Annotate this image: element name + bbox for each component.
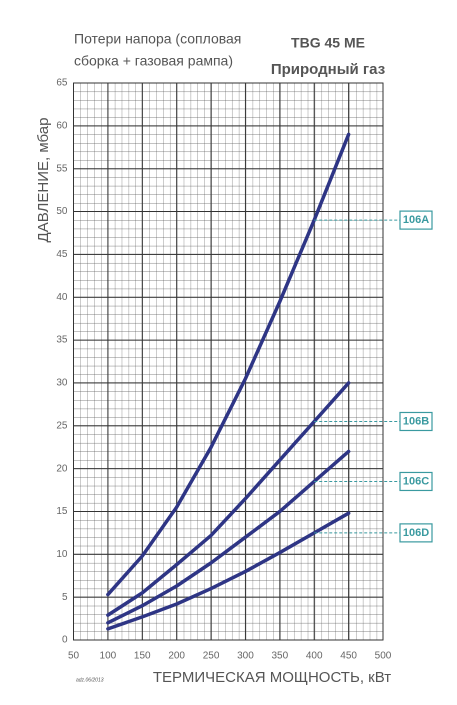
x-tick-label: 200	[168, 651, 185, 662]
subtitle: сборка + газовая рампа)	[74, 53, 233, 69]
y-tick-label: 15	[56, 506, 68, 517]
series-label: 106A	[403, 214, 429, 226]
x-tick-label: 100	[100, 651, 117, 662]
title: Природный газ	[271, 61, 385, 78]
x-tick-label: 50	[68, 651, 80, 662]
y-tick-label: 25	[56, 420, 68, 431]
x-tick-label: 500	[375, 651, 392, 662]
x-tick-label: 350	[271, 651, 288, 662]
x-tick-label: 300	[237, 651, 254, 662]
y-tick-label: 65	[56, 78, 68, 89]
series-label-box	[399, 471, 433, 492]
y-tick-label: 5	[62, 592, 68, 603]
y-tick-label: 60	[56, 120, 68, 131]
series-label: 106C	[403, 475, 429, 487]
y-tick-label: 45	[56, 249, 68, 260]
y-tick-label: 20	[56, 463, 68, 474]
series-label: 106B	[403, 415, 429, 427]
series-line	[106, 449, 351, 625]
series-label-box	[399, 411, 433, 432]
series-label-box	[399, 210, 433, 230]
x-tick-label: 400	[306, 651, 323, 662]
y-label: ДАВЛЕНИЕ, мбар	[35, 118, 52, 243]
series-line	[106, 132, 351, 597]
title: TBG 45 ME	[291, 35, 365, 51]
y-tick-label: 35	[56, 335, 68, 346]
x-tick-label: 450	[340, 651, 357, 662]
y-tick-label: 30	[56, 378, 68, 389]
x-tick-label: 150	[134, 651, 151, 662]
y-tick-label: 40	[56, 292, 68, 303]
series-label-box	[399, 523, 433, 543]
y-tick-label: 0	[62, 635, 68, 646]
note: adz.06/2013	[76, 677, 104, 683]
y-tick-label: 50	[56, 206, 68, 217]
y-tick-label: 10	[56, 549, 68, 560]
series-line	[106, 511, 351, 631]
x-tick-label: 250	[203, 651, 220, 662]
y-tick-label: 55	[56, 163, 68, 174]
series-label: 106D	[403, 527, 429, 539]
x-label: ТЕРМИЧЕСКАЯ МОЩНОСТЬ, кВт	[153, 669, 391, 686]
subtitle: Потери напора (сопловая	[74, 31, 241, 47]
series-line	[106, 381, 351, 617]
